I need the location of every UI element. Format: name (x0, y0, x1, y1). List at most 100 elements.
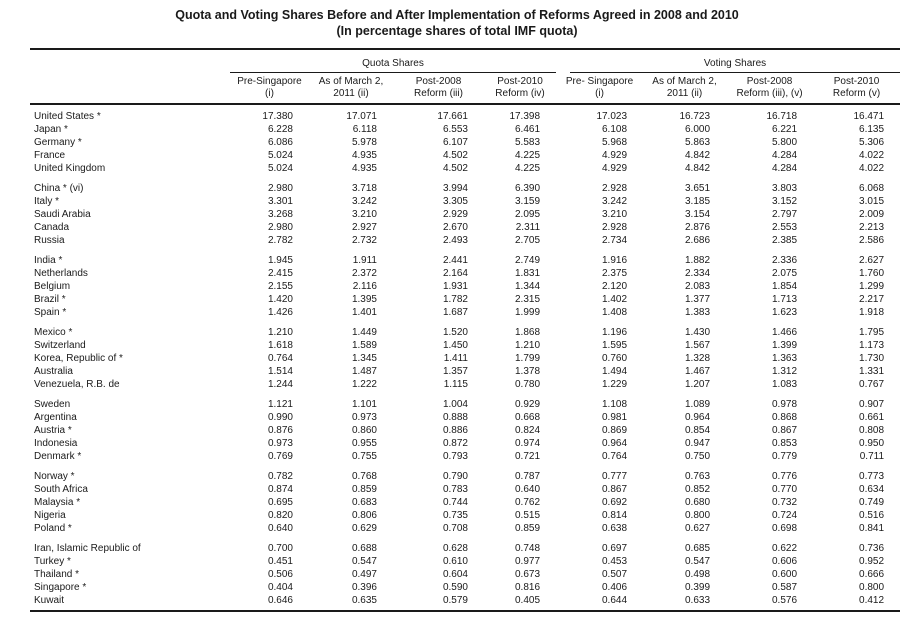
table-row: United States * 17.380 17.071 17.661 17.398 1… (30, 104, 900, 123)
value-cell: 3.152 (772, 196, 798, 207)
value-cell: 1.377 (685, 294, 711, 305)
value-cell: 1.799 (515, 353, 541, 364)
table-row: Netherlands 2.415 2.372 2.164 1.831 2.375 2.33… (30, 267, 900, 280)
group-header-quota-label: Quota Shares (230, 58, 557, 73)
table-row: Australia 1.514 1.487 1.357 1.378 1.494 1.467 1… (30, 365, 900, 378)
value-cell: 1.494 (602, 366, 628, 377)
value-cell: 0.600 (772, 569, 798, 580)
value-cell: 0.635 (351, 595, 377, 606)
value-cell: 1.395 (351, 294, 377, 305)
value-cell: 0.604 (442, 569, 468, 580)
value-cell: 0.399 (685, 582, 711, 593)
column-header-voting-post-2008: Post-2008 Reform (iii), (v) (726, 73, 814, 105)
value-cell: 3.242 (351, 196, 377, 207)
value-cell: 0.964 (685, 412, 711, 423)
country-cell: Thailand * (34, 569, 80, 580)
value-cell: 1.408 (602, 307, 628, 318)
value-cell: 4.929 (602, 163, 628, 174)
country-cell: Indonesia (34, 438, 78, 449)
value-cell: 5.800 (772, 137, 798, 148)
country-cell: Russia (34, 235, 65, 246)
value-cell: 0.638 (602, 523, 628, 534)
table-row: Norway * 0.782 0.768 0.790 0.787 0.777 0.763 0.… (30, 463, 900, 483)
value-cell: 0.724 (772, 510, 798, 521)
table-row: Japan * 6.228 6.118 6.553 6.461 6.108 6.000 6.2… (30, 123, 900, 136)
value-cell: 0.673 (515, 569, 541, 580)
value-cell: 2.116 (352, 281, 377, 292)
column-header-voting-pre-singapore: Pre- Singapore (i) (556, 73, 644, 105)
value-cell: 0.800 (685, 510, 711, 521)
country-cell: United Kingdom (34, 163, 106, 174)
value-cell: 0.515 (515, 510, 541, 521)
value-cell: 1.945 (267, 255, 293, 266)
table-row: South Africa 0.874 0.859 0.783 0.640 0.867 0.8… (30, 483, 900, 496)
value-cell: 1.831 (515, 268, 541, 279)
table-row: Switzerland 1.618 1.589 1.450 1.210 1.595 1.56… (30, 339, 900, 352)
value-cell: 4.935 (351, 150, 377, 161)
value-cell: 6.107 (442, 137, 468, 148)
country-cell: Nigeria (34, 510, 66, 521)
value-cell: 0.867 (772, 425, 798, 436)
value-cell: 4.225 (515, 150, 541, 161)
value-cell: 4.929 (602, 150, 628, 161)
value-cell: 0.977 (515, 556, 541, 567)
value-cell: 0.872 (442, 438, 468, 449)
country-cell: South Africa (34, 484, 88, 495)
value-cell: 16.723 (679, 111, 711, 122)
value-cell: 6.118 (352, 124, 377, 135)
value-cell: 1.173 (859, 340, 885, 351)
value-cell: 1.115 (443, 379, 468, 390)
value-cell: 0.782 (267, 471, 293, 482)
value-cell: 0.579 (442, 595, 468, 606)
value-cell: 0.777 (602, 471, 628, 482)
country-cell: Mexico * (34, 327, 73, 338)
value-cell: 0.498 (685, 569, 711, 580)
value-cell: 1.312 (772, 366, 798, 377)
column-header-quota-march-2011: As of March 2, 2011 (ii) (309, 73, 393, 105)
table-header: Quota Shares Voting Shares Pre-Singapore… (30, 49, 901, 105)
value-cell: 3.718 (351, 183, 377, 194)
value-cell: 0.790 (442, 471, 468, 482)
value-cell: 0.981 (602, 412, 628, 423)
value-cell: 5.306 (859, 137, 885, 148)
table-row: Argentina 0.990 0.973 0.888 0.668 0.981 0.964 0… (30, 411, 900, 424)
value-cell: 0.412 (859, 595, 885, 606)
value-cell: 0.763 (685, 471, 711, 482)
value-cell: 0.640 (515, 484, 541, 495)
value-cell: 0.688 (351, 543, 377, 554)
value-cell: 2.120 (602, 281, 628, 292)
value-cell: 0.964 (602, 438, 628, 449)
value-cell: 6.108 (602, 124, 628, 135)
country-cell: Austria * (34, 425, 72, 436)
value-cell: 0.947 (685, 438, 711, 449)
group-header-quota: Quota Shares (230, 49, 557, 73)
value-cell: 1.345 (351, 353, 377, 364)
value-cell: 3.242 (602, 196, 628, 207)
value-cell: 1.760 (859, 268, 885, 279)
value-cell: 0.547 (685, 556, 711, 567)
table-row: Kuwait 0.646 0.635 0.579 0.405 0.644 0.633 0.57… (30, 594, 900, 611)
value-cell: 2.980 (267, 222, 293, 233)
value-cell: 1.411 (443, 353, 468, 364)
value-cell: 1.426 (267, 307, 293, 318)
value-cell: 1.730 (859, 353, 885, 364)
value-cell: 5.978 (351, 137, 377, 148)
title-block: Quota and Voting Shares Before and After… (0, 0, 914, 39)
value-cell: 2.732 (351, 235, 377, 246)
value-cell: 2.627 (859, 255, 885, 266)
value-cell: 5.863 (685, 137, 711, 148)
value-cell: 2.415 (267, 268, 293, 279)
value-cell: 0.868 (772, 412, 798, 423)
country-cell: Malaysia * (34, 497, 81, 508)
table-row: Russia 2.782 2.732 2.493 2.705 2.734 2.686 2.38… (30, 234, 900, 247)
value-cell: 2.797 (772, 209, 798, 220)
value-cell: 0.750 (685, 451, 711, 462)
value-cell: 0.779 (772, 451, 798, 462)
value-cell: 0.869 (602, 425, 628, 436)
country-cell: Sweden (34, 399, 71, 410)
country-column-header (30, 73, 230, 105)
value-cell: 0.824 (515, 425, 541, 436)
value-cell: 3.159 (515, 196, 541, 207)
value-cell: 1.089 (685, 399, 711, 410)
